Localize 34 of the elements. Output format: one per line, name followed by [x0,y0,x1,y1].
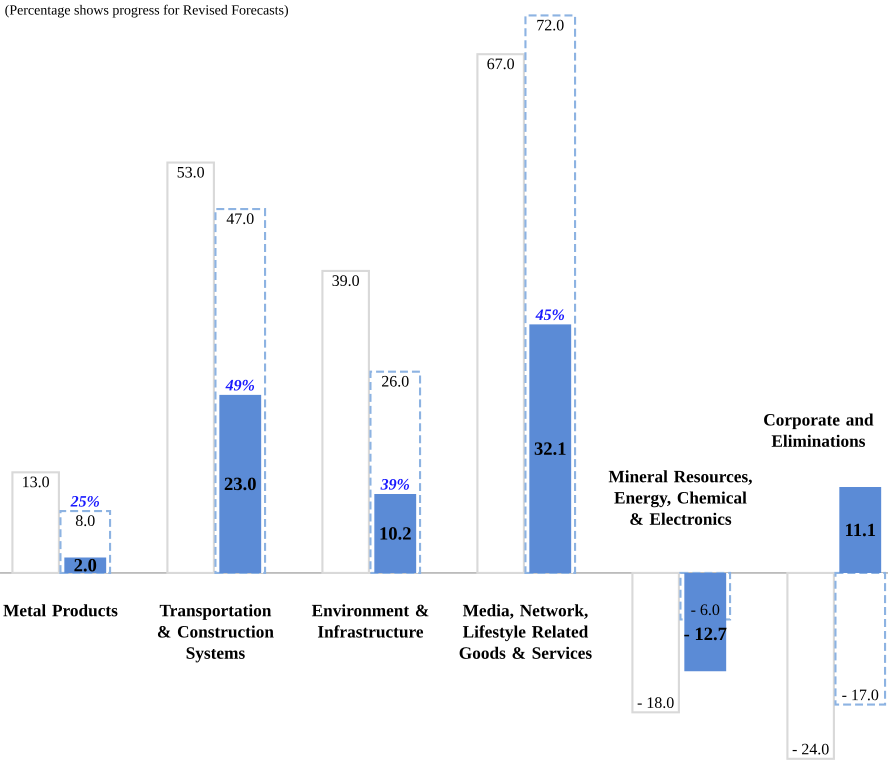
data-label: 32.1 [534,442,566,456]
data-label: 8.0 [76,515,95,526]
data-label: 53.0 [178,167,204,178]
data-label: 72.0 [537,20,564,31]
data-label: - 18.0 [638,697,674,708]
data-label: 2.0 [74,559,96,572]
x-tick-label: Environment & Infrastructure [312,604,428,638]
bar [219,395,262,574]
annotation: (Percentage shows progress for Revised Forecasts) [5,4,288,18]
x-tick-label: Transportation & Construction Systems [158,604,274,663]
data-label: - 6.0 [691,604,720,616]
data-label: - 24.0 [792,744,829,755]
data-label: 67.0 [487,58,514,70]
bar [839,487,882,574]
x-tick-label: Metal Products [3,604,118,617]
annotation: 49% [225,380,254,391]
data-label: 47.0 [226,213,254,224]
annotation: 45% [535,310,564,320]
data-label: 26.0 [382,376,409,387]
data-label: 11.1 [846,524,876,536]
bar [374,494,416,574]
annotation: 39% [380,479,410,490]
data-label: 23.0 [224,478,256,490]
x-tick-label: Media, Network, Lifestyle Related Goods & Services [460,604,592,660]
data-label: 39.0 [332,275,359,286]
data-label: 13.0 [23,476,49,488]
data-label: 10.2 [380,527,411,540]
x-tick-label: Corporate and Eliminations [764,414,874,448]
data-label: - 17.0 [842,690,878,701]
bar [684,573,726,672]
bar [529,324,572,574]
data-label: - 12.7 [684,628,726,640]
annotation: 25% [70,496,100,507]
x-tick-label: Mineral Resources, Energy, Chemical & Electronics [608,470,752,526]
